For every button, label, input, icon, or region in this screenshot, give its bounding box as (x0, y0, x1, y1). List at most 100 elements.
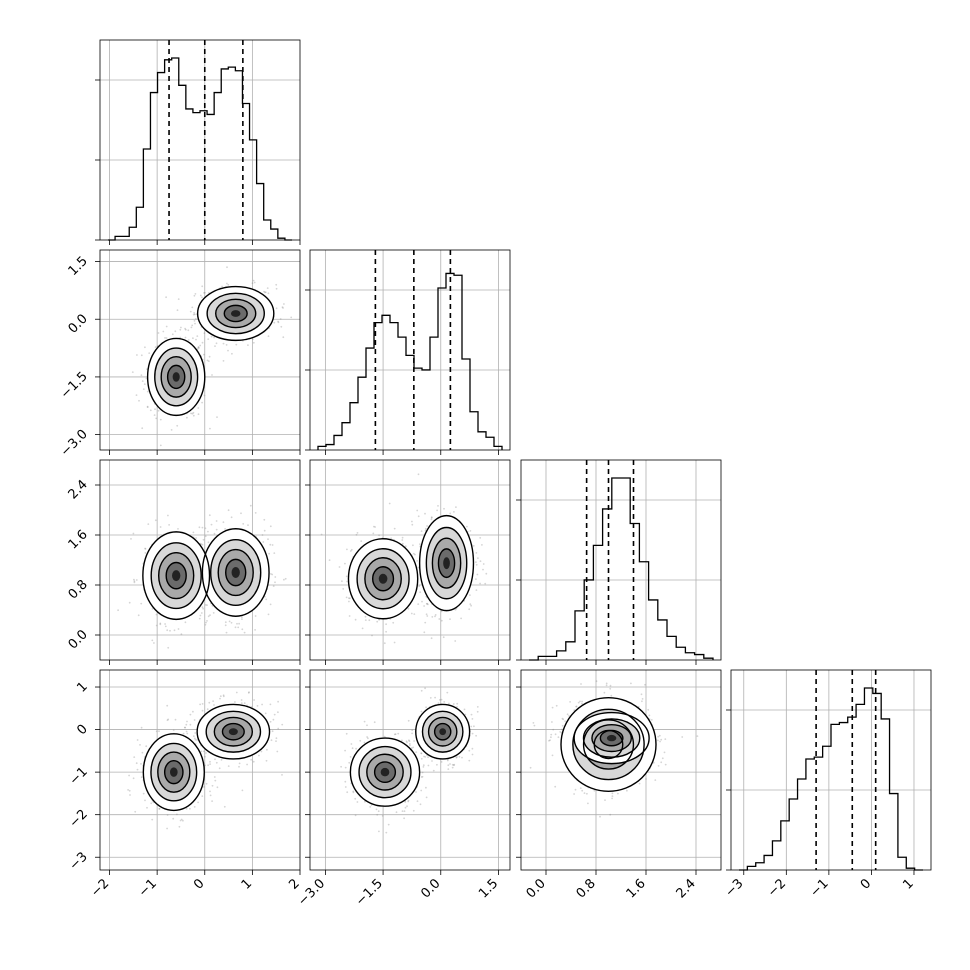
scatter-point (150, 802, 153, 805)
scatter-point (222, 521, 225, 524)
scatter-point (437, 505, 439, 507)
scatter-point (192, 735, 195, 738)
scatter-point (155, 613, 158, 616)
scatter-point (645, 778, 647, 780)
scatter-point (165, 325, 168, 328)
scatter-point (471, 718, 474, 720)
scatter-point (378, 534, 380, 537)
scatter-point (412, 544, 414, 547)
y-tick-label: 0.0 (66, 627, 91, 652)
scatter-point (283, 303, 285, 305)
scatter-point (277, 711, 279, 714)
scatter-point (376, 620, 379, 623)
scatter-point (128, 789, 131, 792)
scatter-point (237, 626, 240, 629)
scatter-point (199, 344, 202, 347)
scatter-point (207, 338, 210, 340)
scatter-point (552, 728, 555, 731)
scatter-point (411, 520, 413, 523)
scatter-point (252, 338, 254, 341)
scatter-point (420, 752, 423, 754)
scatter-point (361, 627, 364, 630)
scatter-point (284, 577, 287, 580)
scatter-point (201, 401, 204, 404)
scatter-point (192, 313, 195, 316)
scatter-point (269, 720, 272, 723)
scatter-point (222, 695, 225, 698)
scatter-point (403, 810, 406, 813)
scatter-point (166, 704, 169, 707)
scatter-point (154, 408, 156, 411)
scatter-point (356, 801, 359, 803)
x-tick-label: −1 (136, 876, 160, 900)
scatter-point (344, 780, 347, 783)
scatter-point (234, 626, 237, 629)
scatter-point (155, 417, 158, 420)
scatter-point (470, 725, 473, 728)
scatter-point (425, 706, 427, 709)
scatter-point (228, 620, 231, 623)
scatter-point (403, 817, 405, 820)
scatter-point (340, 765, 342, 768)
scatter-point (281, 723, 284, 726)
scatter-point (415, 791, 417, 793)
scatter-point (202, 750, 205, 753)
scatter-point (378, 830, 380, 833)
scatter-point (422, 764, 425, 767)
scatter-point (139, 744, 141, 746)
scatter-point (475, 578, 477, 580)
scatter-point (204, 535, 207, 538)
y-tick-label: −3 (67, 849, 91, 873)
contours (142, 528, 270, 621)
scatter-point (393, 641, 396, 644)
scatter-point (485, 572, 488, 575)
scatter-point (200, 612, 203, 614)
scatter-point (383, 735, 386, 738)
scatter-point (466, 525, 468, 528)
scatter-point (282, 307, 284, 309)
scatter-point (425, 613, 428, 616)
scatter-point (401, 536, 404, 539)
scatter-point (349, 756, 352, 758)
scatter-point (385, 831, 388, 834)
scatter-point (344, 562, 346, 565)
scatter-point (182, 732, 185, 735)
scatter-point (404, 545, 407, 548)
scatter-point (479, 582, 481, 585)
scatter-point (427, 764, 430, 767)
scatter-point (416, 800, 419, 803)
scatter-point (431, 760, 433, 762)
scatter-point (252, 341, 255, 344)
contour-line (206, 292, 265, 335)
scatter-point (266, 287, 269, 289)
scatter-point (346, 548, 348, 551)
scatter-point (449, 618, 451, 620)
scatter-point (275, 287, 278, 290)
scatter-point (423, 605, 425, 607)
y-tick-label: 2.4 (66, 477, 91, 502)
scatter-point (264, 712, 267, 715)
scatter-point (373, 721, 376, 724)
scatter-point (180, 326, 182, 329)
scatter-point (253, 699, 256, 701)
scatter-point (260, 750, 263, 753)
scatter-point (197, 801, 200, 804)
scatter-point (140, 726, 143, 729)
scatter-point (192, 337, 194, 340)
scatter-point (279, 318, 282, 320)
scatter-point (164, 625, 167, 628)
scatter-point (344, 766, 347, 769)
scatter-point (423, 631, 426, 634)
scatter-point (227, 349, 229, 352)
scatter-point (145, 745, 148, 748)
scatter-point (206, 359, 209, 362)
scatter-point (364, 619, 367, 621)
scatter-point (422, 766, 425, 768)
scatter-point (272, 718, 275, 721)
scatter-point (338, 566, 341, 568)
scatter-point (417, 473, 420, 476)
scatter-point (406, 805, 408, 808)
scatter-point (166, 629, 169, 632)
scatter-point (215, 528, 218, 531)
scatter-point (267, 613, 270, 616)
